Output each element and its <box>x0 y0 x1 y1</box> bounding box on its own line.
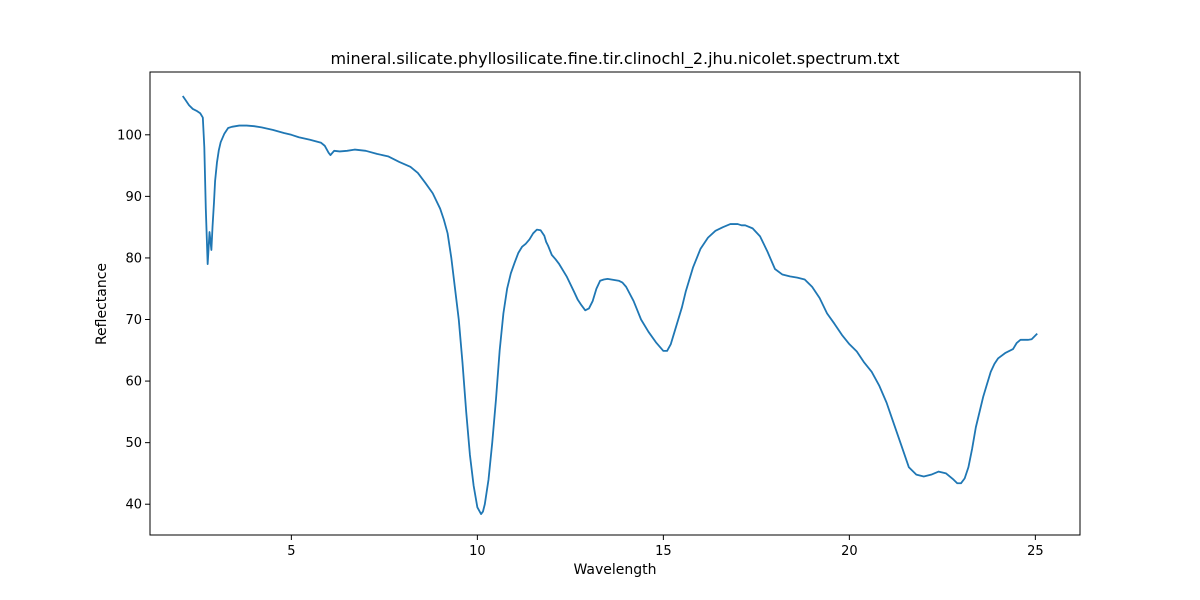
plot-frame <box>149 71 1081 536</box>
y-tick-label: 90 <box>125 190 142 205</box>
series-line-0 <box>182 95 1038 515</box>
x-axis-ticks: 5 10 15 20 25 <box>287 535 1044 559</box>
y-axis-ticks: 40 50 60 70 80 90 100 <box>117 128 150 513</box>
y-tick-label: 50 <box>125 436 142 451</box>
x-tick-label: 15 <box>655 544 672 559</box>
y-tick-label: 70 <box>125 313 142 328</box>
chart-title: mineral.silicate.phyllosilicate.fine.tir… <box>330 49 899 69</box>
y-tick-label: 80 <box>125 251 142 266</box>
y-tick-label: 100 <box>117 128 142 143</box>
x-axis-label: Wavelength <box>573 562 656 578</box>
plot-area <box>182 95 1038 515</box>
y-axis-label: Reflectance <box>94 263 110 345</box>
x-tick-label: 10 <box>469 544 486 559</box>
x-tick-label: 5 <box>287 544 295 559</box>
x-tick-label: 25 <box>1027 544 1044 559</box>
x-tick-label: 20 <box>841 544 858 559</box>
y-tick-label: 40 <box>125 498 142 513</box>
y-tick-label: 60 <box>125 375 142 390</box>
